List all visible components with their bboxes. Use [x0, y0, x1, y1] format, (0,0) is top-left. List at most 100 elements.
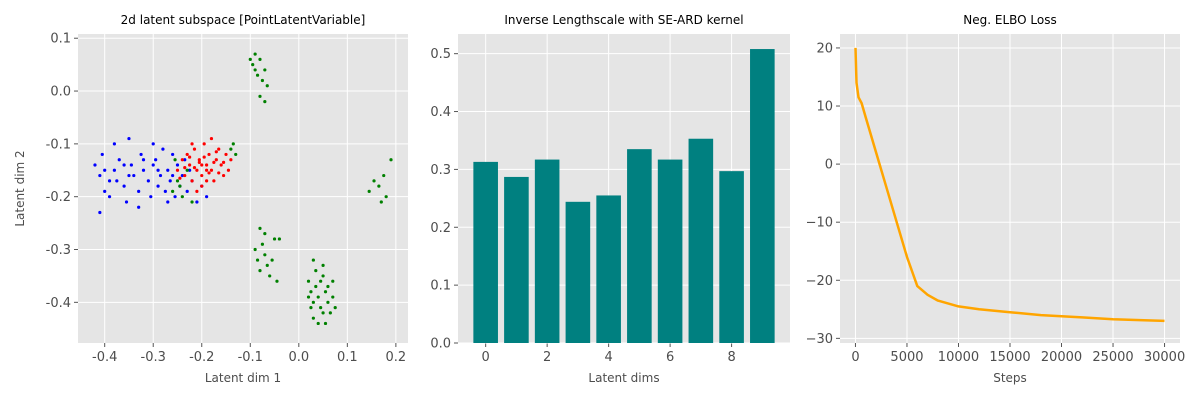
scatter-point — [192, 166, 197, 170]
scatter-point — [122, 184, 126, 188]
scatter-point — [156, 184, 160, 188]
scatter-point — [328, 311, 332, 315]
scatter-point — [98, 210, 102, 215]
scatter-point — [115, 179, 119, 183]
loss-line — [854, 47, 1165, 323]
scatter-point — [93, 163, 97, 167]
scatter-point — [149, 195, 153, 199]
scatter-point — [200, 163, 204, 167]
scatter-point — [139, 152, 143, 157]
scatter-point — [205, 179, 209, 183]
scatter-point — [137, 205, 141, 209]
x-axis-label: Latent dim 1 — [205, 371, 281, 385]
scatter-point — [190, 179, 194, 183]
bar — [534, 159, 560, 343]
scatter-point — [326, 300, 330, 304]
scatter-point — [263, 68, 267, 72]
scatter-point — [127, 173, 131, 178]
bar — [596, 195, 621, 343]
y-tick-label: -0.2 — [46, 190, 71, 205]
scatter-point — [205, 163, 209, 167]
scatter-point — [185, 152, 189, 157]
scatter-point — [277, 237, 281, 241]
bar — [688, 138, 714, 343]
y-axis-label: Latent dim 2 — [13, 150, 27, 226]
scatter-point — [229, 147, 233, 151]
x-tick-label: 0 — [851, 350, 859, 365]
x-tick-label: -0.3 — [141, 350, 166, 365]
scatter-point — [127, 136, 131, 141]
scatter-point — [188, 163, 192, 167]
x-axis-label: Latent dims — [588, 371, 659, 385]
y-tick-label: -0.4 — [46, 296, 71, 311]
scatter-point — [316, 295, 320, 299]
scatter-point — [161, 147, 165, 151]
scatter-point — [209, 168, 214, 172]
scatter-point — [275, 279, 279, 283]
x-tick-label: 15000 — [989, 350, 1030, 365]
scatter-point — [321, 274, 325, 278]
plot-area — [78, 34, 408, 343]
scatter-point — [112, 142, 116, 146]
y-tick-label: 0.3 — [430, 163, 451, 178]
scatter-point — [384, 195, 388, 199]
y-tick-label: 0.0 — [430, 337, 451, 352]
scatter-point — [258, 57, 262, 61]
scatter-point — [124, 200, 129, 204]
chart-title: Inverse Lengthscale with SE-ARD kernel — [504, 13, 743, 27]
scatter-point — [207, 171, 211, 175]
y-tick-label: −10 — [806, 216, 833, 231]
scatter-point — [151, 163, 155, 167]
scatter-point — [331, 295, 335, 299]
scatter-point — [141, 158, 146, 162]
x-tick-label: -0.1 — [238, 350, 263, 365]
scatter-point — [98, 173, 102, 178]
scatter-point — [221, 160, 226, 164]
scatter-point — [103, 189, 107, 194]
scatter-point — [214, 150, 218, 154]
x-tick-label: 5000 — [890, 350, 923, 365]
scatter-series-3 — [171, 52, 393, 326]
scatter-point — [190, 142, 194, 146]
scatter-point — [200, 184, 204, 188]
scatter-point — [379, 200, 383, 204]
scatter-point — [272, 237, 277, 241]
scatter-point — [207, 152, 211, 157]
scatter-point — [229, 158, 233, 162]
scatter-point — [200, 173, 204, 178]
scatter-point — [141, 168, 146, 172]
scatter-series-2 — [175, 136, 233, 194]
x-axis-label: Steps — [993, 371, 1027, 385]
scatter-point — [221, 173, 226, 178]
scatter-point — [234, 152, 238, 157]
scatter-point — [226, 168, 231, 172]
scatter-point — [171, 173, 175, 178]
scatter-point — [183, 166, 187, 170]
scatter-point — [321, 311, 325, 315]
scatter-point — [205, 195, 209, 199]
scatter-point — [309, 290, 313, 294]
scatter-point — [175, 163, 180, 167]
scatter-point — [314, 284, 318, 289]
scatter-point — [146, 179, 150, 183]
scatter-point — [212, 160, 216, 164]
scatter-point — [314, 269, 318, 273]
scatter-point — [248, 57, 252, 61]
bar — [657, 159, 683, 343]
scatter-point — [188, 155, 192, 159]
x-tick-label: 30000 — [1144, 350, 1185, 365]
scatter-point — [163, 189, 167, 194]
scatter-point — [132, 173, 136, 178]
y-tick-label: −20 — [806, 274, 833, 289]
scatter-point — [183, 158, 187, 162]
scatter-point — [372, 179, 376, 183]
chart-title: 2d latent subspace [PointLatentVariable] — [121, 13, 366, 27]
x-tick-label: 6 — [666, 350, 674, 365]
x-tick-label: -0.2 — [189, 350, 214, 365]
scatter-point — [212, 179, 216, 183]
x-tick-label: -0.4 — [92, 350, 117, 365]
scatter-point — [173, 195, 177, 199]
scatter-point — [190, 200, 194, 204]
scatter-point — [175, 168, 180, 172]
